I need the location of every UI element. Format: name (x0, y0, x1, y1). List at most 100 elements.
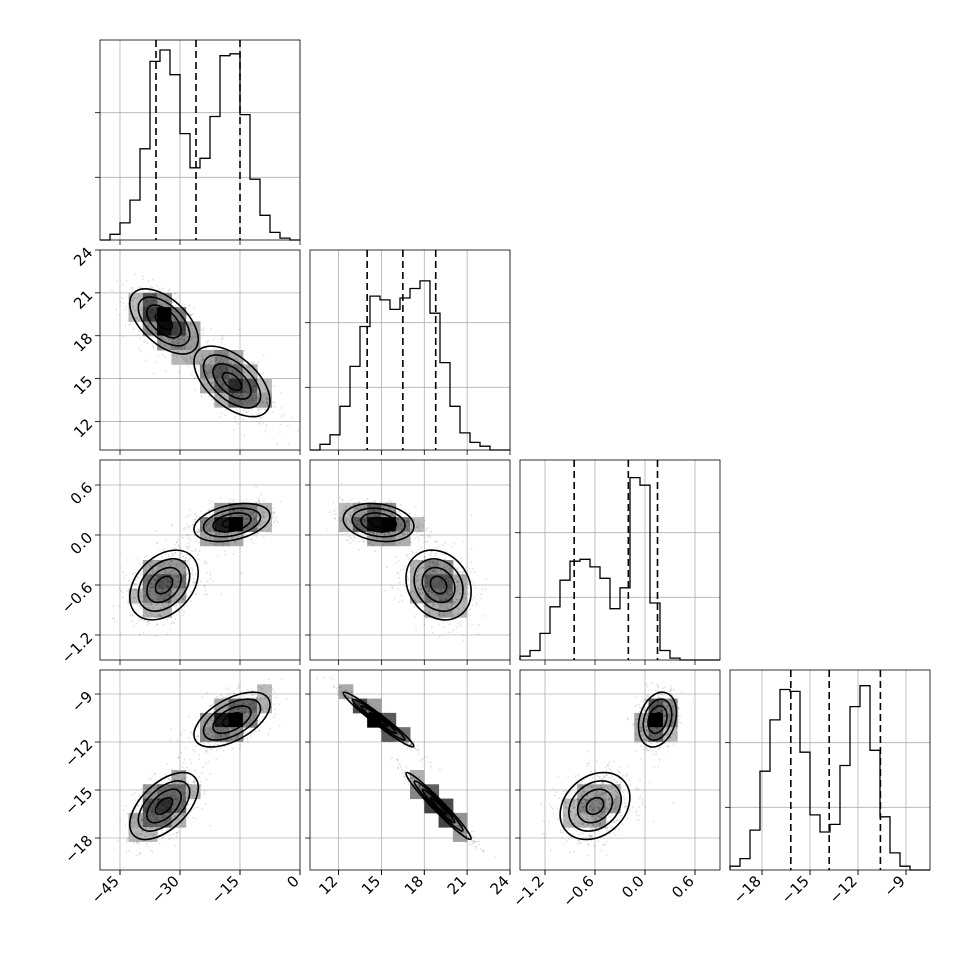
sample-point (146, 792, 149, 795)
sample-point (246, 383, 249, 386)
sample-point (161, 556, 163, 558)
sample-point (225, 723, 228, 725)
sample-point (147, 290, 150, 292)
sample-point (205, 517, 207, 520)
sample-point (158, 607, 161, 610)
sample-point (251, 408, 254, 411)
sample-point (392, 514, 394, 517)
sample-point (435, 562, 438, 564)
sample-point (429, 599, 431, 601)
sample-point (243, 712, 246, 715)
sample-point (362, 517, 365, 520)
sample-point (159, 584, 162, 587)
sample-point (173, 797, 176, 800)
sample-point (460, 610, 463, 612)
sample-point (280, 392, 283, 394)
sample-point (391, 587, 394, 589)
sample-point (225, 522, 228, 525)
sample-point (377, 520, 379, 523)
sample-point (415, 578, 417, 580)
sample-point (122, 809, 125, 812)
sample-point (160, 328, 163, 331)
sample-point (388, 517, 391, 519)
sample-point (173, 815, 176, 818)
sample-point (390, 502, 393, 505)
sample-point (151, 571, 154, 573)
sample-point (221, 390, 224, 393)
sample-point (378, 528, 381, 531)
sample-point (428, 565, 431, 568)
sample-point (139, 591, 141, 594)
sample-point (205, 347, 208, 350)
sample-point (232, 498, 235, 501)
sample-point (137, 334, 139, 336)
sample-point (213, 518, 216, 520)
sample-point (447, 607, 449, 610)
sample-point (169, 580, 172, 583)
sample-point (456, 585, 459, 588)
sample-point (221, 514, 223, 516)
sample-point (233, 519, 236, 522)
sample-point (401, 535, 404, 537)
sample-point (242, 409, 245, 412)
sample-point (212, 531, 215, 533)
sample-point (164, 320, 167, 323)
sample-point (256, 412, 259, 415)
sample-point (345, 521, 348, 524)
sample-point (181, 766, 184, 769)
sample-point (376, 520, 378, 523)
sample-point (187, 547, 190, 550)
sample-point (365, 515, 368, 517)
sample-point (164, 573, 166, 576)
sample-point (232, 709, 235, 711)
sample-point (448, 576, 451, 579)
sample-point (229, 692, 232, 695)
sample-point (133, 625, 135, 628)
contour-level-4 (129, 288, 200, 355)
sample-point (249, 377, 252, 380)
sample-point (182, 788, 185, 790)
sample-point (430, 561, 433, 563)
sample-point (251, 713, 254, 716)
sample-point (426, 535, 429, 537)
sample-point (141, 808, 144, 811)
sample-point (185, 574, 188, 577)
sample-point (175, 331, 178, 334)
sample-point (216, 725, 219, 728)
sample-point (201, 355, 204, 358)
sample-point (253, 385, 256, 388)
sample-point (182, 324, 185, 327)
sample-point (410, 528, 413, 531)
sample-point (423, 579, 426, 582)
sample-point (377, 524, 380, 526)
sample-point (433, 597, 436, 600)
sample-point (446, 592, 448, 595)
sample-point (273, 385, 276, 388)
sample-point (153, 562, 156, 565)
sample-point (364, 518, 367, 521)
sample-point (161, 604, 164, 606)
sample-point (237, 518, 240, 521)
sample-point (430, 626, 433, 628)
sample-point (220, 389, 223, 392)
sample-point (183, 332, 186, 335)
sample-point (154, 579, 157, 582)
sample-point (222, 337, 225, 340)
sample-point (150, 777, 153, 780)
sample-point (148, 591, 151, 593)
sample-point (157, 833, 160, 836)
sample-point (157, 615, 160, 618)
sample-point (164, 324, 167, 326)
sample-point (231, 369, 234, 372)
sample-point (182, 563, 184, 565)
sample-point (186, 560, 189, 562)
sample-point (372, 531, 375, 534)
sample-point (126, 838, 129, 841)
sample-point (176, 573, 178, 575)
sample-point (339, 516, 341, 519)
sample-point (180, 319, 183, 321)
sample-point (214, 369, 216, 371)
sample-point (177, 784, 180, 786)
sample-point (148, 800, 151, 803)
sample-point (171, 589, 174, 592)
